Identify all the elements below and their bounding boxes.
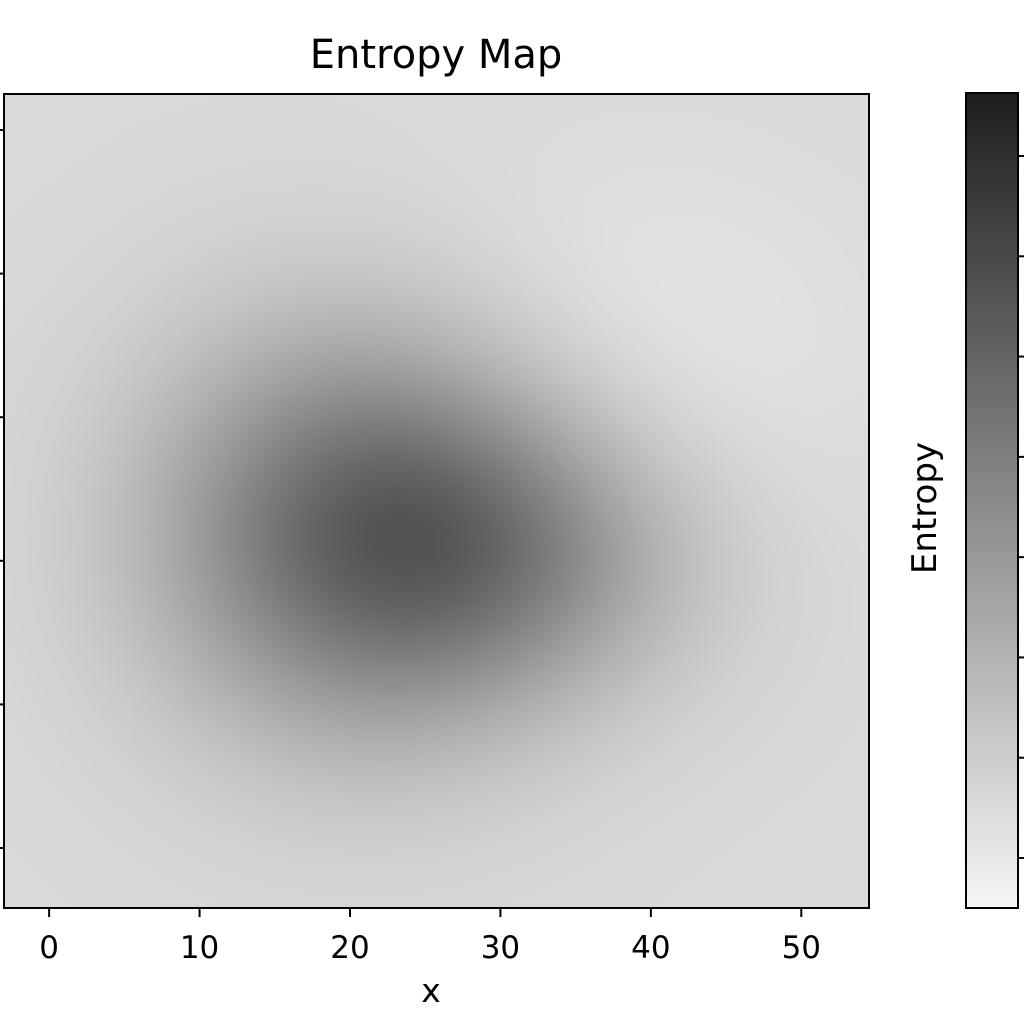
y-axis bbox=[0, 129, 4, 849]
colorbar bbox=[965, 92, 1024, 909]
x-axis-label: x bbox=[421, 971, 441, 1010]
colorbar-label: Entropy bbox=[905, 442, 945, 574]
x-tick-label: 40 bbox=[631, 930, 670, 966]
x-tick-label: 30 bbox=[481, 930, 520, 966]
colorbar-fill bbox=[966, 93, 1018, 908]
heatmap-image bbox=[4, 94, 869, 908]
chart-title: Entropy Map bbox=[310, 32, 563, 78]
x-tick-label: 0 bbox=[39, 930, 59, 966]
colorbar-ticks bbox=[1018, 155, 1024, 859]
plot-frame bbox=[3, 93, 870, 909]
colorbar-frame bbox=[965, 92, 1019, 909]
x-tick-label: 10 bbox=[180, 930, 219, 966]
x-tick-label: 20 bbox=[330, 930, 369, 966]
heatmap-plot-area bbox=[3, 93, 870, 909]
x-axis: 0 10 20 30 40 50 bbox=[39, 908, 821, 966]
x-tick-label: 50 bbox=[782, 930, 821, 966]
